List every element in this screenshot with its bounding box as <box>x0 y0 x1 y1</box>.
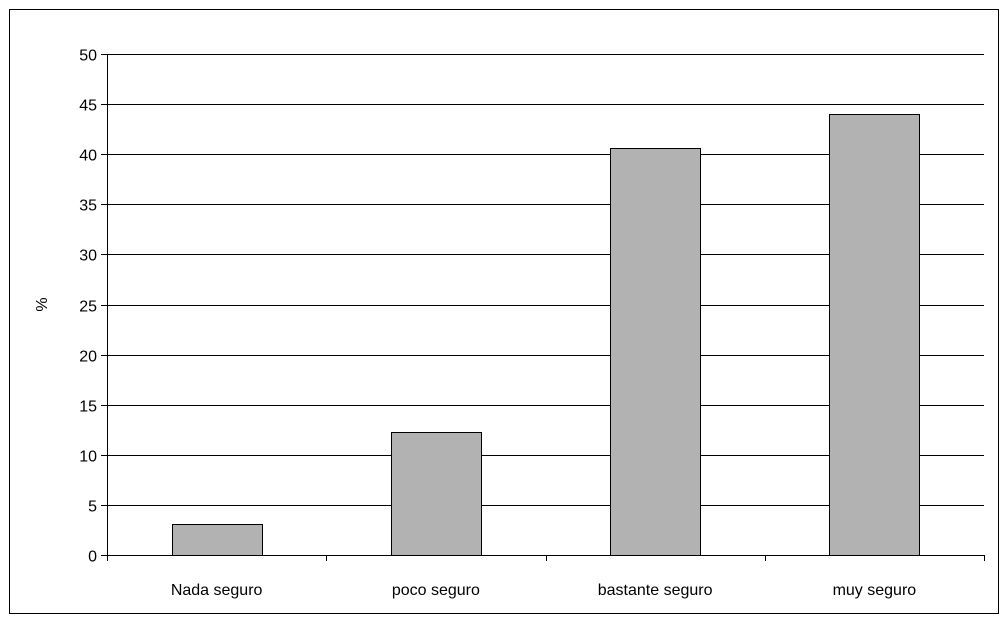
y-tick-label: 25 <box>79 299 97 316</box>
y-tick-label: 35 <box>79 198 97 215</box>
x-tick-label: Nada seguro <box>171 582 263 599</box>
y-tick-label: 10 <box>79 449 97 466</box>
bar-2 <box>610 148 701 556</box>
bar-1 <box>391 432 482 556</box>
y-axis-label: % <box>34 297 51 311</box>
y-tick-label: 15 <box>79 399 97 416</box>
y-tick-label: 45 <box>79 98 97 115</box>
y-tick-label: 20 <box>79 349 97 366</box>
gridlines <box>107 54 984 506</box>
bar-0 <box>172 524 263 556</box>
y-tick-label: 5 <box>88 499 97 516</box>
axes <box>101 54 985 561</box>
bar-3 <box>829 114 920 556</box>
y-tick-label: 40 <box>79 148 97 165</box>
x-tick-label: muy seguro <box>833 582 917 599</box>
x-tick-label: poco seguro <box>392 582 480 599</box>
bars <box>172 114 920 556</box>
chart-frame: 0 5 10 15 20 25 30 35 40 45 50 Nada seguro poco segu… <box>9 9 999 614</box>
y-tick-label: 0 <box>88 549 97 566</box>
y-tick-label: 30 <box>79 248 97 265</box>
x-tick-label: bastante seguro <box>598 582 713 599</box>
tick-labels: 0 5 10 15 20 25 30 35 40 45 50 Nada seguro poco segu… <box>79 48 916 600</box>
y-tick-label: 50 <box>79 48 97 65</box>
bar-chart: 0 5 10 15 20 25 30 35 40 45 50 Nada seguro poco segu… <box>34 48 985 600</box>
